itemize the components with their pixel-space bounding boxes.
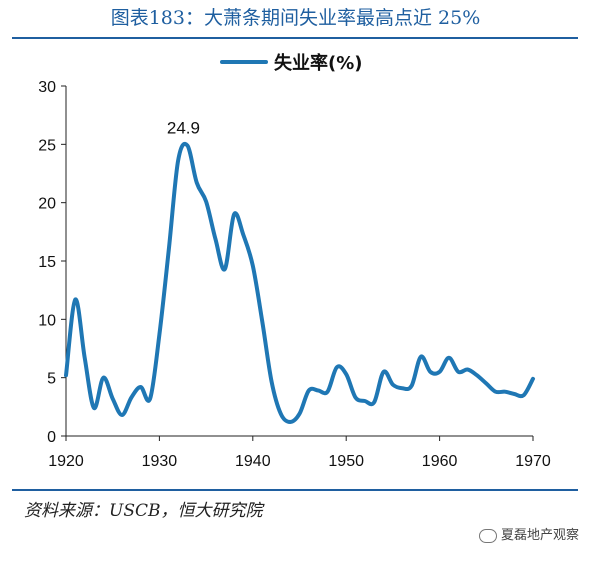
x-tick-label: 1940 <box>235 453 271 470</box>
y-tick-label: 30 <box>38 79 56 96</box>
x-tick-label: 1920 <box>48 453 84 470</box>
y-tick-label: 10 <box>38 312 56 329</box>
x-tick-label: 1950 <box>328 453 364 470</box>
y-tick-label: 25 <box>38 137 56 154</box>
x-tick-label: 1970 <box>515 453 551 470</box>
source-note: 资料来源：USCB，恒大研究院 <box>24 501 263 521</box>
unemployment-line-chart: 失业率(%) 0 5 10 15 20 25 30 1920 1930 1940 1950 1960 1… <box>38 52 551 470</box>
top-rule <box>12 37 578 39</box>
watermark-text: 夏磊地产观察 <box>500 528 579 543</box>
series-line-0 <box>64 141 535 424</box>
peak-annotation: 24.9 <box>167 119 200 138</box>
legend-label: 失业率(%) <box>274 52 363 74</box>
wechat-icon <box>478 528 497 543</box>
y-tick-label: 15 <box>38 254 56 271</box>
axes: 0 5 10 15 20 25 30 1920 1930 1940 1950 1960 1970 <box>38 79 551 470</box>
annotations: 24.9 <box>167 119 200 138</box>
y-tick-label: 5 <box>47 371 56 388</box>
bottom-rule <box>12 489 578 491</box>
legend: 失业率(%) <box>220 52 363 74</box>
x-tick-label: 1960 <box>422 453 458 470</box>
y-tick-label: 0 <box>47 429 56 446</box>
x-tick-label: 1930 <box>142 453 178 470</box>
figure-title: 图表183：大萧条期间失业率最高点近 25% <box>110 7 481 29</box>
y-tick-label: 20 <box>38 196 56 213</box>
watermark: 夏磊地产观察 <box>478 524 579 543</box>
series-group <box>64 141 535 424</box>
